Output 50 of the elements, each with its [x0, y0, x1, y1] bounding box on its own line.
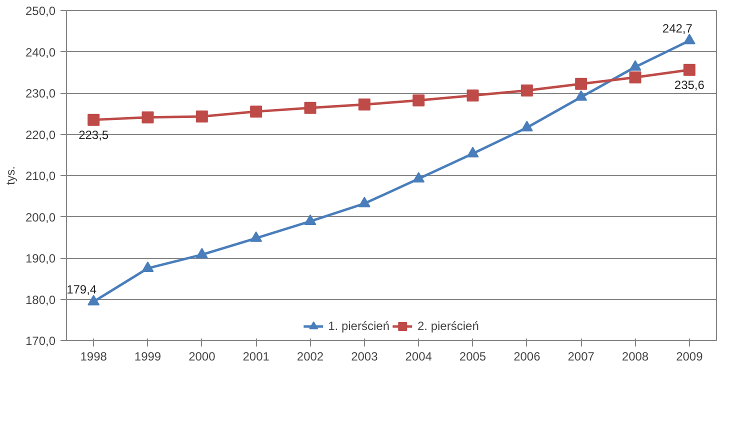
x-tick-label: 2008	[622, 350, 649, 364]
x-tick-label: 2002	[296, 350, 324, 364]
legend-label: 1. pierścień	[328, 319, 390, 333]
x-tick-label: 2000	[188, 350, 216, 364]
x-tick-label: 2005	[459, 350, 486, 364]
x-tick-label: 2003	[351, 350, 378, 364]
point	[358, 196, 370, 208]
point	[88, 294, 100, 306]
point	[520, 84, 533, 97]
point	[575, 90, 588, 101]
y-tick-label: 250,0	[25, 4, 56, 18]
y-tick-label: 180,0	[25, 292, 56, 307]
point	[142, 261, 154, 272]
point	[250, 106, 262, 118]
data-label: 179,4	[66, 282, 97, 297]
x-tick-label: 1999	[134, 350, 162, 364]
y-tick-label: 200,0	[25, 210, 56, 224]
x-tick-label: 2004	[405, 350, 432, 364]
point	[196, 110, 208, 123]
y-tick-label: 230,0	[25, 86, 56, 100]
y-axis-title: tys.	[3, 166, 18, 185]
point	[304, 214, 316, 225]
point	[304, 102, 316, 114]
point	[196, 248, 208, 258]
y-tick-label: 190,0	[25, 252, 56, 266]
point	[412, 172, 425, 182]
x-tick-label: 2007	[568, 350, 595, 364]
point	[412, 94, 425, 106]
x-tick-label: 1998	[80, 350, 108, 364]
point	[575, 78, 588, 90]
data-label: 235,6	[674, 78, 705, 92]
point	[142, 111, 154, 124]
point	[250, 231, 262, 242]
y-tick-label: 240,0	[25, 45, 56, 60]
point	[466, 146, 479, 158]
point	[466, 89, 479, 102]
x-tick-label: 2001	[242, 350, 270, 364]
data-label: 223,5	[78, 128, 109, 142]
point	[683, 64, 696, 76]
point	[358, 98, 370, 111]
legend-label: 2. pierścień	[418, 319, 479, 333]
point	[88, 114, 100, 126]
x-tick-label: 2009	[676, 350, 704, 364]
point	[520, 120, 533, 132]
x-tick-label: 2006	[514, 350, 541, 364]
y-tick-label: 210,0	[25, 169, 56, 183]
y-tick-label: 220,0	[25, 128, 56, 142]
y-tick-label: 170,0	[25, 334, 56, 348]
data-label: 242,7	[662, 22, 693, 36]
point	[629, 71, 642, 84]
